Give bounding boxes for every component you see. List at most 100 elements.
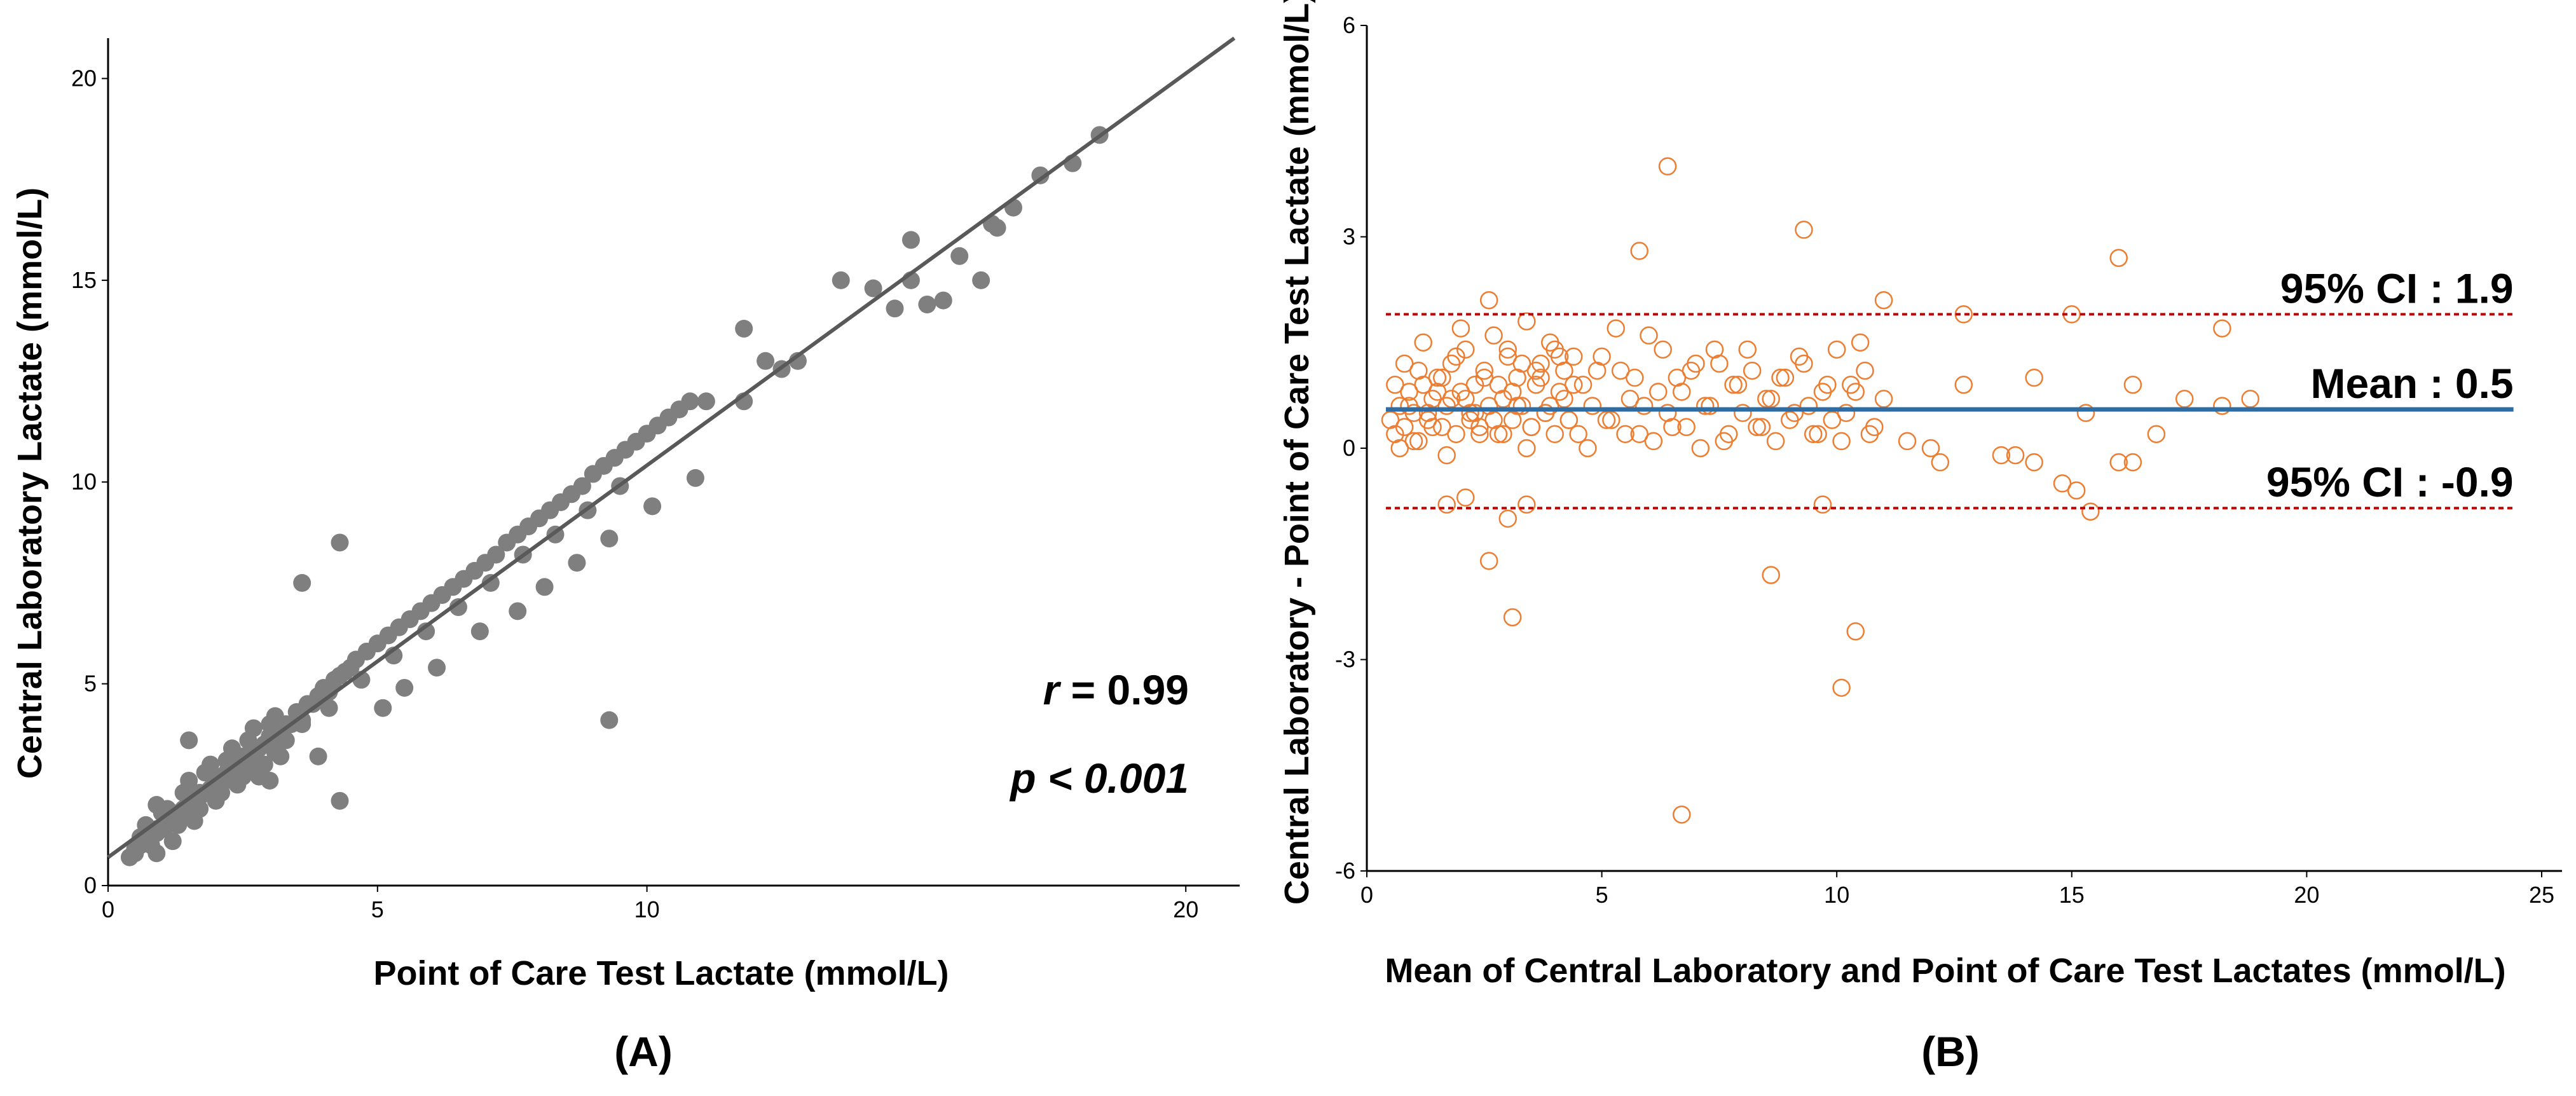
data-point bbox=[2025, 368, 2043, 387]
data-point bbox=[1456, 488, 1475, 507]
data-point bbox=[2109, 453, 2128, 472]
data-point bbox=[202, 755, 220, 774]
data-point bbox=[331, 791, 349, 810]
data-point bbox=[1428, 368, 1447, 387]
panel-a-x-label: Point of Care Test Lactate (mmol/L) bbox=[373, 954, 949, 992]
data-point bbox=[1559, 411, 1579, 429]
y-tick-label: 20 bbox=[71, 65, 97, 91]
data-point bbox=[1701, 397, 1719, 415]
data-point bbox=[1484, 411, 1503, 429]
data-point bbox=[735, 320, 753, 338]
data-point bbox=[1437, 495, 1456, 514]
panel-a-regression-line bbox=[107, 36, 1236, 859]
data-point bbox=[1729, 376, 1748, 394]
data-point bbox=[1724, 376, 1743, 394]
mean-label: Mean : 0.5 bbox=[2311, 360, 2514, 407]
data-point bbox=[1447, 425, 1465, 444]
data-point bbox=[180, 771, 198, 790]
data-point bbox=[1748, 418, 1766, 436]
data-point bbox=[1644, 432, 1663, 451]
data-point bbox=[1762, 390, 1780, 408]
data-point bbox=[1447, 347, 1465, 366]
data-point bbox=[1031, 166, 1050, 184]
panel-b-points bbox=[1381, 157, 2259, 824]
data-point bbox=[2147, 425, 2166, 444]
data-point bbox=[261, 771, 279, 790]
panel-a-p-annotation: p < 0.001 bbox=[1009, 755, 1189, 802]
data-point bbox=[1832, 678, 1851, 697]
data-point bbox=[573, 477, 591, 495]
data-point bbox=[1479, 291, 1498, 310]
data-point bbox=[1475, 361, 1494, 380]
panel-a-r-annotation: r = 0.99 bbox=[1043, 666, 1189, 713]
data-point bbox=[1409, 432, 1428, 451]
data-point bbox=[1832, 432, 1851, 451]
panel-b-chart: 0 5 10 15 20 25 -6 -3 0 3 6 95% CI : 1.9 Mean : 0.… bbox=[1278, 0, 2562, 1075]
panel-a-chart: 0 5 10 20 0 5 10 15 20 r = 0.99 p < 0.001 Point… bbox=[11, 36, 1240, 1075]
data-point bbox=[886, 299, 904, 318]
data-point bbox=[1498, 509, 1518, 528]
data-point bbox=[2213, 319, 2231, 338]
data-point bbox=[1757, 390, 1776, 408]
data-point bbox=[1414, 333, 1432, 352]
r-symbol: r bbox=[1043, 666, 1062, 713]
panel-b-x-label: Mean of Central Laboratory and Point of … bbox=[1385, 952, 2505, 990]
data-point bbox=[1409, 361, 1428, 380]
panel-b-x-ticks: 0 5 10 15 20 25 bbox=[1360, 871, 2554, 908]
data-point bbox=[1465, 376, 1484, 394]
data-point bbox=[180, 731, 198, 750]
data-point bbox=[1489, 376, 1508, 394]
data-point bbox=[1992, 446, 2011, 465]
data-point bbox=[1395, 418, 1414, 436]
x-tick-label: 25 bbox=[2529, 882, 2554, 908]
data-point bbox=[1710, 354, 1729, 373]
y-tick-label: 3 bbox=[1343, 224, 1355, 250]
data-point bbox=[1649, 383, 1668, 401]
lower-ci-label: 95% CI : -0.9 bbox=[2266, 458, 2514, 505]
data-point bbox=[1404, 432, 1423, 451]
data-point bbox=[1564, 376, 1583, 394]
data-point bbox=[293, 573, 312, 592]
data-point bbox=[1673, 805, 1691, 824]
data-point bbox=[757, 352, 775, 370]
data-point bbox=[950, 247, 969, 265]
data-point bbox=[1503, 608, 1522, 627]
data-point bbox=[147, 824, 166, 842]
data-point bbox=[1856, 361, 1874, 380]
data-point bbox=[1682, 361, 1701, 380]
data-point bbox=[686, 469, 704, 487]
data-point bbox=[1851, 333, 1870, 352]
panel-a-label: (A) bbox=[614, 1028, 673, 1075]
data-point bbox=[374, 699, 392, 717]
data-point bbox=[1673, 383, 1691, 401]
data-point bbox=[2006, 446, 2025, 465]
data-point bbox=[2123, 376, 2142, 394]
data-point bbox=[1823, 411, 1842, 429]
data-point bbox=[1573, 376, 1593, 394]
data-point bbox=[1640, 326, 1658, 345]
data-point bbox=[2081, 502, 2100, 521]
data-point bbox=[600, 711, 619, 729]
data-point bbox=[934, 291, 952, 310]
data-point bbox=[1518, 495, 1536, 514]
data-point bbox=[1442, 390, 1461, 408]
y-tick-label: 10 bbox=[71, 469, 97, 495]
data-point bbox=[2123, 453, 2142, 472]
data-point bbox=[1541, 397, 1559, 415]
data-point bbox=[918, 295, 936, 313]
data-point bbox=[2025, 453, 2043, 472]
data-point bbox=[2213, 397, 2231, 415]
data-point bbox=[1738, 340, 1757, 359]
x-tick-label: 20 bbox=[1173, 896, 1198, 922]
data-point bbox=[2067, 481, 2086, 500]
data-point bbox=[1842, 376, 1860, 394]
data-point bbox=[1418, 404, 1437, 422]
data-point bbox=[1696, 397, 1715, 415]
data-point bbox=[1555, 390, 1573, 408]
data-point bbox=[1874, 291, 1893, 310]
data-point bbox=[1498, 340, 1518, 359]
data-point bbox=[2175, 390, 2194, 408]
data-point bbox=[1545, 425, 1564, 444]
data-point bbox=[1437, 446, 1456, 465]
y-tick-label: 6 bbox=[1343, 12, 1355, 38]
